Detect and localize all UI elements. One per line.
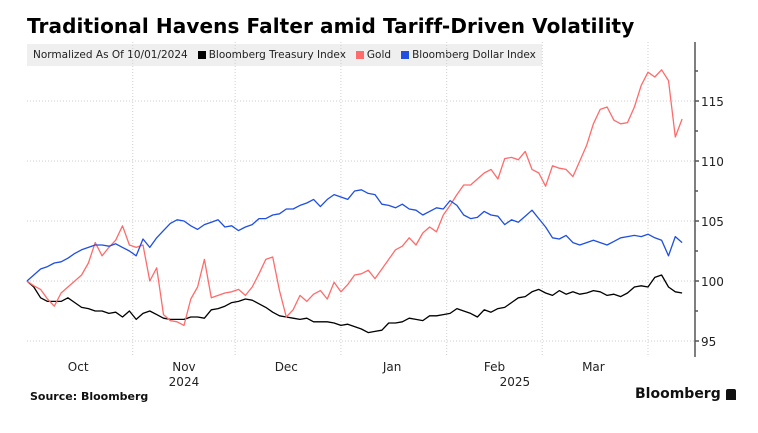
x-year-label: 2024 (169, 375, 200, 389)
x-tick-label: Feb (484, 360, 505, 374)
bloomberg-logo-icon (725, 388, 736, 400)
legend-label-gold: Gold (366, 49, 392, 61)
legend-swatch-dollar (401, 51, 410, 59)
source-note: Source: Bloomberg (30, 390, 149, 403)
x-year-label: 2025 (500, 375, 531, 389)
grid (27, 42, 695, 357)
x-tick-label: Mar (582, 360, 605, 374)
legend-label-treasury: Bloomberg Treasury Index (208, 49, 346, 61)
brand-name: Bloomberg (635, 386, 721, 402)
y-tick-label: 110 (701, 155, 724, 169)
legend-swatch-gold (355, 51, 364, 59)
series-lines (26, 69, 683, 334)
gold-line (26, 69, 683, 327)
dollar-line (26, 189, 683, 282)
x-axis: Oct Nov Dec Jan Feb Mar 2024 2025 (68, 360, 605, 389)
x-tick-label: Dec (275, 360, 298, 374)
y-axis: 95 100 105 110 115 (694, 42, 724, 357)
bloomberg-brand: Bloomberg (635, 386, 736, 402)
y-tick-label: 105 (701, 215, 724, 229)
legend-note: Normalized As Of 10/01/2024 (33, 49, 188, 61)
x-tick-label: Jan (382, 360, 402, 374)
x-tick-label: Nov (172, 360, 195, 374)
treasury-line (26, 274, 683, 334)
x-tick-label: Oct (68, 360, 89, 374)
y-tick-label: 115 (701, 95, 724, 109)
legend-label-dollar: Bloomberg Dollar Index (412, 49, 536, 61)
legend-swatch-treasury (197, 51, 206, 59)
y-tick-label: 95 (701, 335, 716, 349)
chart-title: Traditional Havens Falter amid Tariff-Dr… (27, 14, 635, 38)
y-tick-label: 100 (701, 275, 724, 289)
legend: Normalized As Of 10/01/2024 Bloomberg Tr… (27, 44, 542, 66)
